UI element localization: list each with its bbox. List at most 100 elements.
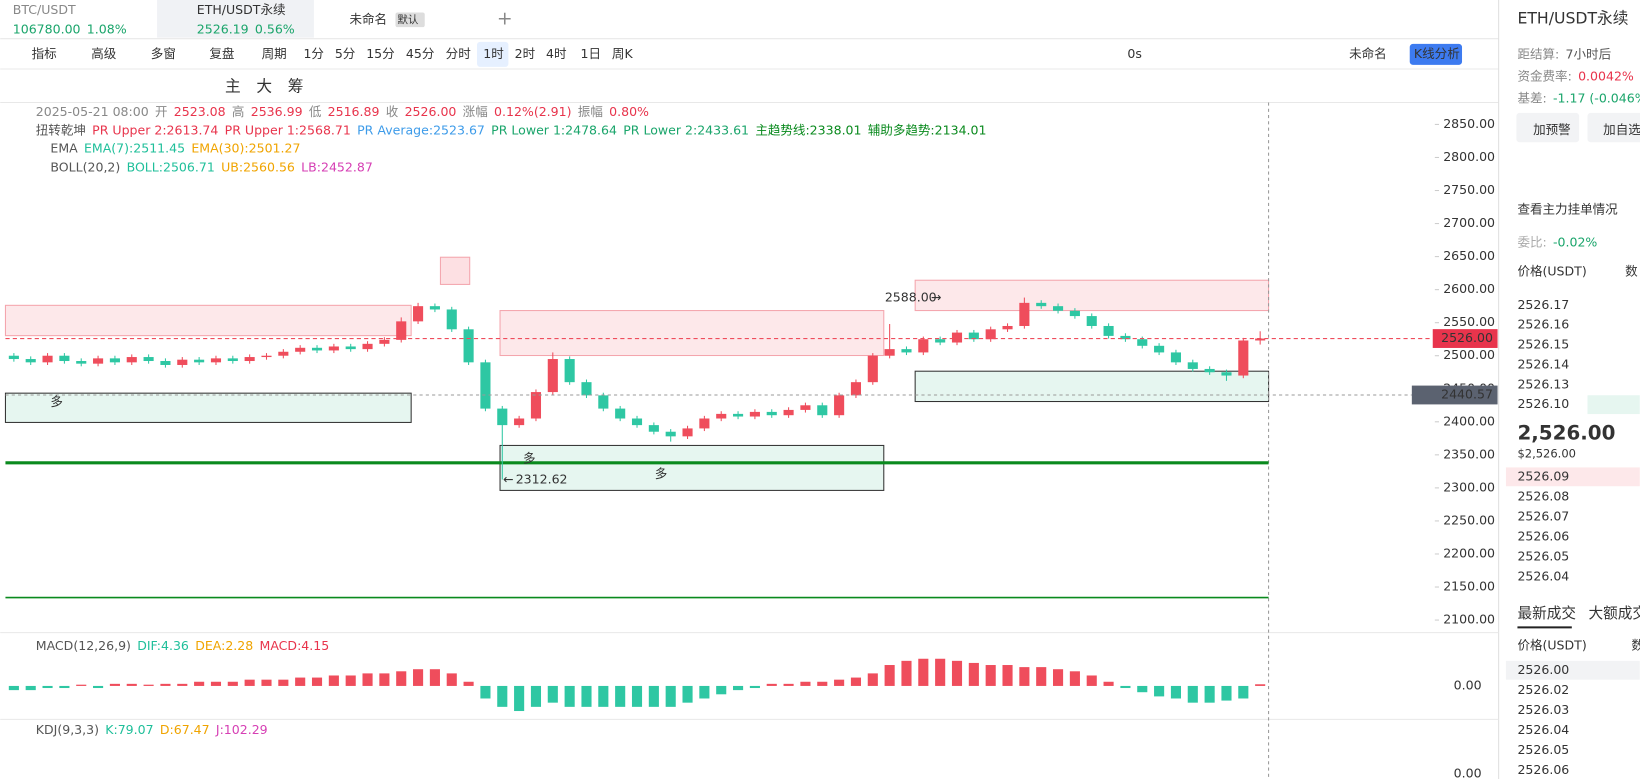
trade-tab[interactable]: 大额成交 bbox=[1589, 604, 1640, 622]
macd-bar bbox=[1069, 671, 1080, 686]
tab-price: 2526.19 0.56% bbox=[197, 21, 295, 36]
ohlc-line-part: 低 bbox=[309, 103, 322, 118]
macd-bar bbox=[834, 679, 845, 686]
funding: 资金费率: 0.0042% bbox=[1517, 68, 1633, 83]
toolbar-item[interactable]: 分时 bbox=[446, 46, 472, 61]
button-bg[interactable] bbox=[1516, 112, 1580, 143]
candle-body bbox=[109, 358, 120, 363]
panel-button[interactable]: 加自选 bbox=[1603, 122, 1640, 137]
toolbar-item[interactable]: 指标 bbox=[32, 46, 57, 61]
candle-body bbox=[480, 362, 491, 409]
bid-price: 2526.04 bbox=[1517, 569, 1569, 584]
ask-price: 2526.15 bbox=[1517, 337, 1569, 352]
price-label: 2300.00 bbox=[1443, 479, 1495, 494]
candle-body bbox=[244, 357, 255, 362]
ask-price: 2526.13 bbox=[1517, 376, 1569, 391]
ask-price: 2526.16 bbox=[1517, 317, 1569, 332]
arrow: ← bbox=[503, 471, 513, 486]
macd-bar bbox=[328, 675, 339, 686]
ask-price: 2526.17 bbox=[1517, 297, 1569, 312]
trade-header: 数 bbox=[1631, 638, 1640, 653]
candle-body bbox=[1103, 325, 1114, 336]
macd-line-part: MACD:4.15 bbox=[260, 638, 330, 653]
macd-bar bbox=[345, 675, 356, 686]
candle-body bbox=[918, 339, 929, 353]
macd-bar bbox=[850, 677, 862, 686]
price-label: 2150.00 bbox=[1443, 579, 1495, 594]
layout-name: 未命名 bbox=[1349, 46, 1387, 61]
ohlc-line-part: 开 bbox=[155, 103, 168, 118]
toolbar-item[interactable]: 周K bbox=[612, 46, 634, 61]
tool[interactable]: 大 bbox=[256, 76, 272, 95]
settle-part: 距结算: bbox=[1517, 46, 1559, 61]
toolbar-item[interactable]: 周期 bbox=[262, 46, 287, 61]
candle-body bbox=[867, 355, 878, 383]
candle-body bbox=[1019, 302, 1030, 326]
price-label: 2250.00 bbox=[1443, 512, 1495, 527]
candle-body bbox=[985, 329, 996, 340]
toolbar-item[interactable]: 1时 bbox=[483, 46, 504, 61]
toolbar-item[interactable]: 高级 bbox=[91, 46, 117, 61]
macd-bar bbox=[177, 683, 188, 686]
ohlc-line-part: 高 bbox=[232, 103, 245, 118]
toolbar-item[interactable]: 1日 bbox=[581, 46, 602, 61]
macd-bar bbox=[514, 685, 525, 712]
tool[interactable]: 主 bbox=[225, 76, 241, 95]
button-bg[interactable] bbox=[1587, 112, 1640, 143]
macd-bar bbox=[93, 685, 104, 689]
trade-price: 2526.04 bbox=[1517, 722, 1569, 737]
macd-bar bbox=[210, 681, 222, 686]
candle-body bbox=[850, 382, 862, 396]
candle-body bbox=[733, 413, 744, 417]
pr-value: 2478.64 bbox=[565, 122, 617, 137]
panel-button[interactable]: 加预警 bbox=[1533, 122, 1571, 137]
price-label: 2200.00 bbox=[1443, 545, 1495, 560]
tool[interactable]: 筹 bbox=[288, 76, 304, 95]
toolbar-item[interactable]: 4时 bbox=[546, 46, 567, 61]
candle-body bbox=[800, 405, 811, 410]
trade-price: 2526.05 bbox=[1517, 742, 1569, 757]
macd-bar bbox=[867, 673, 878, 686]
candle-body bbox=[177, 359, 188, 365]
tab-symbol: ETH/USDT永续 bbox=[197, 2, 286, 17]
orders-link[interactable]: 查看主力挂单情况 bbox=[1517, 202, 1618, 217]
macd-bar bbox=[1103, 681, 1114, 686]
kdj-line-part: K:79.07 bbox=[105, 721, 153, 736]
toolbar-item[interactable]: 15分 bbox=[366, 46, 395, 61]
macd-line-part: DEA:2.28 bbox=[195, 638, 253, 653]
basis: 基差: -1.17 (-0.046%) bbox=[1517, 90, 1640, 105]
pr-label: PR Lower 1: bbox=[491, 122, 565, 137]
macd-bar bbox=[244, 679, 255, 686]
toolbar-item[interactable]: 复盘 bbox=[209, 46, 234, 61]
macd-bar bbox=[8, 685, 19, 691]
toolbar-item[interactable]: 1分 bbox=[303, 46, 324, 61]
k-analysis[interactable]: K线分析 bbox=[1414, 46, 1460, 61]
trade-price: 2526.00 bbox=[1517, 662, 1569, 677]
toolbar-item[interactable]: 多窗 bbox=[151, 46, 176, 61]
ohlc-line-part: 2516.89 bbox=[328, 103, 380, 118]
macd-bar bbox=[1204, 685, 1215, 703]
toolbar-item[interactable]: 45分 bbox=[406, 46, 435, 61]
macd-bar bbox=[25, 685, 36, 691]
funding-part: 0.0042% bbox=[1578, 68, 1634, 83]
k-analysis-button[interactable] bbox=[1409, 43, 1463, 65]
macd-bar bbox=[463, 681, 474, 686]
trade-header: 价格(USDT) bbox=[1517, 638, 1586, 653]
pr-line: 扭转乾坤 PR Upper 2:2613.74 PR Upper 1:2568.71… bbox=[36, 122, 987, 137]
countdown: 0s bbox=[1127, 46, 1142, 61]
macd-bar bbox=[682, 685, 693, 703]
trade-tab[interactable]: 最新成交 bbox=[1517, 604, 1576, 622]
add-tab[interactable]: + bbox=[497, 8, 513, 29]
toolbar-item[interactable]: 5分 bbox=[335, 46, 356, 61]
macd-bar bbox=[1187, 685, 1198, 703]
macd-bar bbox=[194, 681, 205, 686]
toolbar-item[interactable]: 2时 bbox=[515, 46, 536, 61]
macd-bar bbox=[648, 685, 659, 707]
macd-bar bbox=[295, 677, 306, 686]
candle-body bbox=[446, 309, 457, 330]
signal: 多 bbox=[655, 466, 668, 481]
macd-bar bbox=[749, 685, 760, 689]
candle-body bbox=[783, 409, 794, 416]
last-price: 2526.00 bbox=[1441, 330, 1493, 345]
